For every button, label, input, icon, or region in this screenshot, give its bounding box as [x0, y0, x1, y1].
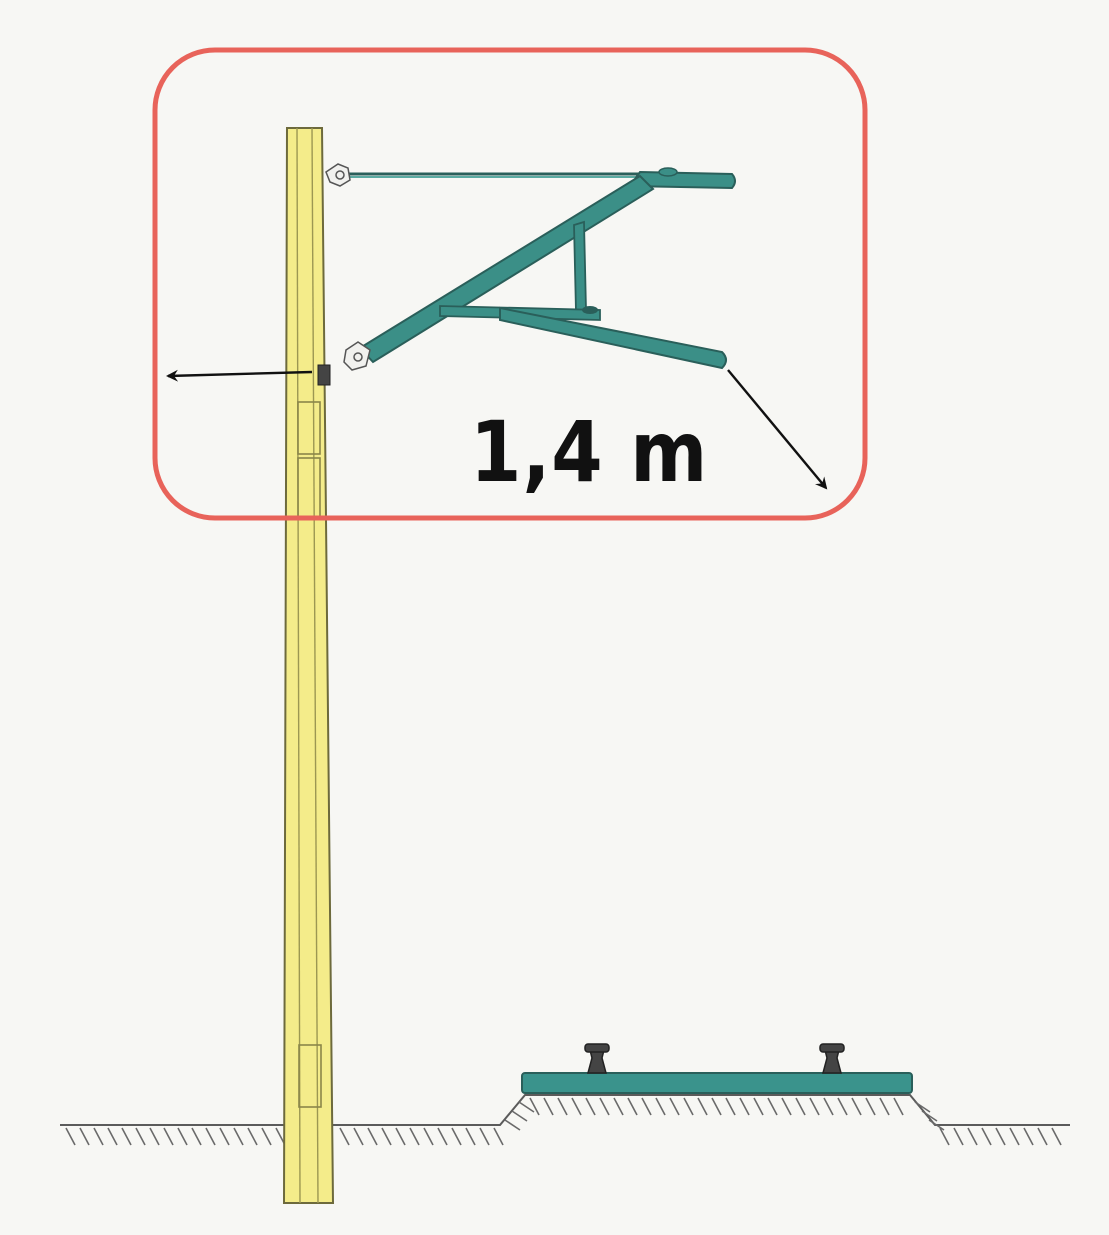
ground-hatch-mark: [809, 1097, 820, 1116]
ground-hatch-mark: [423, 1127, 434, 1146]
ground-hatch-mark: [781, 1097, 792, 1116]
ground-hatch-mark: [121, 1127, 132, 1146]
ground-hatch-mark: [205, 1127, 216, 1146]
ground-hatch-mark: [627, 1097, 638, 1116]
ground-hatch-mark: [543, 1097, 554, 1116]
ground-hatch-mark: [865, 1097, 876, 1116]
mast-icon: [282, 127, 335, 1204]
ground-hatch-mark: [437, 1127, 448, 1146]
ground-hatch-mark: [149, 1127, 160, 1146]
ground-hatch-mark: [697, 1097, 708, 1116]
ground-hatch-mark: [1051, 1127, 1062, 1146]
ground-hatch-mark: [795, 1097, 806, 1116]
ground-hatch-mark: [367, 1127, 378, 1146]
ground-hatch-mark: [641, 1097, 652, 1116]
ground-hatch-mark: [739, 1097, 750, 1116]
ground-hatch-mark: [529, 1097, 540, 1116]
ground-hatch-mark: [493, 1127, 504, 1146]
track-sleeper-icon: [521, 1072, 913, 1094]
ground-hatch-mark: [914, 1101, 931, 1113]
ground-hatch-mark: [571, 1097, 582, 1116]
ground-hatch-mark: [837, 1097, 848, 1116]
ground-hatch-mark: [479, 1127, 490, 1146]
ground-hatch-mark: [465, 1127, 476, 1146]
ground-hatch-icon: [60, 1094, 1070, 1146]
ground-hatch-mark: [683, 1097, 694, 1116]
ground-hatch-mark: [879, 1097, 890, 1116]
ground-hatch-mark: [65, 1127, 76, 1146]
ground-hatch-mark: [135, 1127, 146, 1146]
highlight-frame-icon: [152, 47, 868, 521]
ground-hatch-mark: [247, 1127, 258, 1146]
ground-hatch-mark: [339, 1127, 350, 1146]
ground-hatch-mark: [995, 1127, 1006, 1146]
ground-hatch-mark: [967, 1127, 978, 1146]
ground-hatch-mark: [585, 1097, 596, 1116]
ground-hatch-mark: [655, 1097, 666, 1116]
ground-hatch-mark: [1009, 1127, 1020, 1146]
ground-hatch-mark: [395, 1127, 406, 1146]
ground-hatch-mark: [851, 1097, 862, 1116]
ground-hatch-mark: [163, 1127, 174, 1146]
insulator-icon: [325, 163, 371, 371]
ground-hatch-mark: [669, 1097, 680, 1116]
ground-hatch-mark: [939, 1127, 950, 1146]
ground-hatch-mark: [511, 1110, 528, 1122]
ground-hatch-mark: [557, 1097, 568, 1116]
ground-hatch-mark: [725, 1097, 736, 1116]
ground-hatch-mark: [409, 1127, 420, 1146]
ground-hatch-mark: [261, 1127, 272, 1146]
ground-hatch-mark: [353, 1127, 364, 1146]
ground-hatch-mark: [504, 1119, 521, 1131]
ground-hatch-mark: [1037, 1127, 1048, 1146]
ground-hatch-mark: [599, 1097, 610, 1116]
ground-hatch-mark: [233, 1127, 244, 1146]
ground-hatch-mark: [93, 1127, 104, 1146]
ground-hatch-mark: [953, 1127, 964, 1146]
ground-hatch-mark: [107, 1127, 118, 1146]
dimension-arrow-icon: [166, 369, 828, 490]
ground-hatch-mark: [893, 1097, 904, 1116]
ground-hatch-mark: [753, 1097, 764, 1116]
dimension-label: 1,4 m: [470, 403, 709, 501]
cantilever-icon: [330, 167, 736, 370]
ground-hatch-mark: [381, 1127, 392, 1146]
ground-hatch-mark: [1023, 1127, 1034, 1146]
ground-hatch-mark: [191, 1127, 202, 1146]
ground-hatch-mark: [451, 1127, 462, 1146]
ground-hatch-mark: [177, 1127, 188, 1146]
ground-hatch-mark: [518, 1101, 535, 1113]
ground-hatch-mark: [767, 1097, 778, 1116]
ground-hatch-mark: [981, 1127, 992, 1146]
ground-hatch-mark: [928, 1119, 945, 1131]
ground-hatch-mark: [613, 1097, 624, 1116]
ground-hatch-mark: [79, 1127, 90, 1146]
rail-icon: [584, 1043, 845, 1074]
ground-hatch-mark: [711, 1097, 722, 1116]
ground-hatch-mark: [921, 1110, 938, 1122]
ground-hatch-mark: [823, 1097, 834, 1116]
ground-hatch-mark: [219, 1127, 230, 1146]
